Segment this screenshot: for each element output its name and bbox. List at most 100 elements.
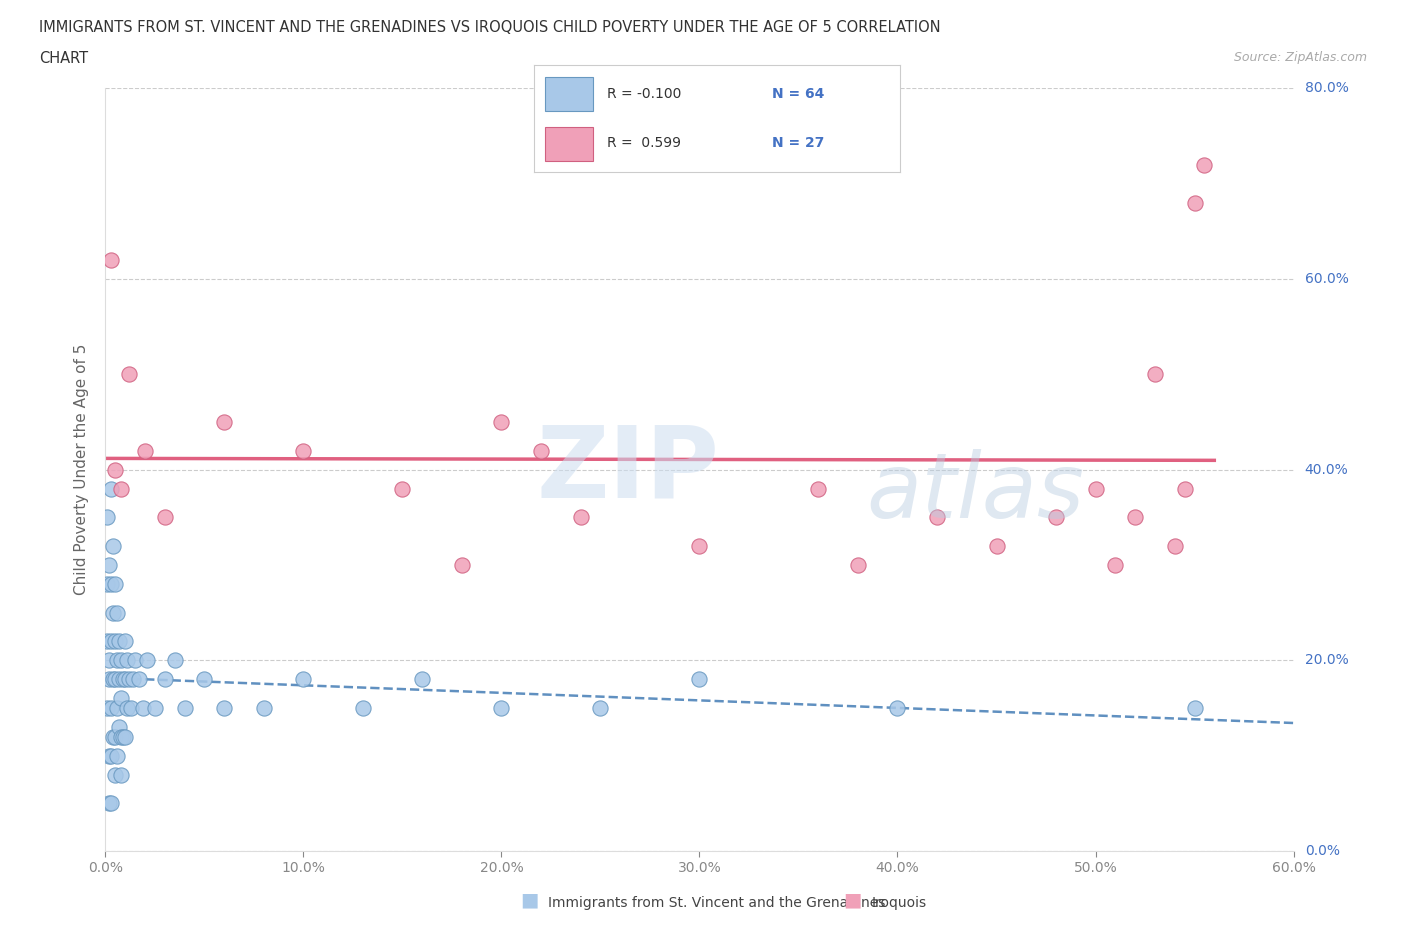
Text: Iroquois: Iroquois: [872, 896, 927, 910]
Point: [886, 700, 908, 715]
Text: ■: ■: [520, 891, 538, 910]
Point: [1123, 510, 1146, 525]
Point: [110, 482, 132, 497]
Point: [120, 700, 142, 715]
Point: [100, 253, 122, 268]
Point: [491, 415, 513, 430]
Point: [689, 538, 711, 553]
Point: [292, 444, 315, 458]
Point: [1184, 195, 1206, 210]
Text: IMMIGRANTS FROM ST. VINCENT AND THE GRENADINES VS IROQUOIS CHILD POVERTY UNDER T: IMMIGRANTS FROM ST. VINCENT AND THE GREN…: [39, 20, 941, 35]
Point: [103, 729, 125, 744]
Point: [104, 462, 127, 477]
Point: [114, 634, 136, 649]
Point: [103, 671, 125, 686]
Point: [589, 700, 612, 715]
Point: [104, 671, 127, 686]
Point: [108, 720, 131, 735]
Point: [530, 444, 553, 458]
Point: [1194, 157, 1216, 172]
Text: 80.0%: 80.0%: [1305, 81, 1348, 96]
Point: [110, 729, 132, 744]
Point: [104, 634, 127, 649]
Point: [98, 748, 121, 763]
Point: [136, 653, 159, 668]
Point: [846, 558, 869, 573]
Point: [1143, 367, 1166, 382]
Text: 20.0%: 20.0%: [1305, 653, 1348, 668]
Point: [100, 577, 122, 591]
Bar: [546, 127, 593, 162]
Text: R = -0.100: R = -0.100: [607, 87, 682, 101]
Point: [391, 482, 413, 497]
Point: [134, 444, 156, 458]
Text: N = 64: N = 64: [772, 87, 824, 101]
Point: [253, 700, 276, 715]
Point: [491, 700, 513, 715]
Point: [153, 510, 176, 525]
Point: [96, 577, 118, 591]
Point: [104, 729, 127, 744]
Point: [153, 671, 176, 686]
Point: [115, 653, 138, 668]
Text: ■: ■: [844, 891, 862, 910]
Point: [689, 671, 711, 686]
Point: [986, 538, 1008, 553]
Point: [115, 700, 138, 715]
Point: [132, 700, 155, 715]
Point: [108, 634, 131, 649]
Point: [98, 558, 121, 573]
Point: [114, 729, 136, 744]
Point: [104, 767, 127, 782]
Point: [173, 700, 195, 715]
Point: [103, 605, 125, 620]
Text: R =  0.599: R = 0.599: [607, 136, 682, 150]
Point: [110, 691, 132, 706]
Point: [1045, 510, 1067, 525]
Point: [100, 634, 122, 649]
Point: [1174, 482, 1197, 497]
Point: [118, 671, 141, 686]
Text: 40.0%: 40.0%: [1305, 462, 1348, 477]
Point: [104, 577, 127, 591]
Text: 0.0%: 0.0%: [1305, 844, 1340, 858]
Point: [1104, 558, 1126, 573]
Point: [105, 605, 128, 620]
Point: [450, 558, 472, 573]
Point: [352, 700, 374, 715]
Point: [110, 653, 132, 668]
Point: [100, 748, 122, 763]
Point: [98, 671, 121, 686]
Point: [214, 700, 236, 715]
Point: [98, 796, 121, 811]
Point: [98, 653, 121, 668]
Point: [96, 700, 118, 715]
Point: [411, 671, 433, 686]
Y-axis label: Child Poverty Under the Age of 5: Child Poverty Under the Age of 5: [75, 344, 90, 595]
Text: N = 27: N = 27: [772, 136, 824, 150]
Text: atlas: atlas: [866, 448, 1084, 537]
Point: [105, 700, 128, 715]
Point: [96, 634, 118, 649]
Point: [807, 482, 830, 497]
Text: ZIP: ZIP: [537, 421, 720, 518]
Point: [118, 367, 141, 382]
Point: [143, 700, 166, 715]
Point: [1184, 700, 1206, 715]
Point: [100, 482, 122, 497]
Point: [122, 671, 145, 686]
Point: [100, 796, 122, 811]
Point: [214, 415, 236, 430]
Point: [114, 671, 136, 686]
Text: Immigrants from St. Vincent and the Grenadines: Immigrants from St. Vincent and the Gren…: [548, 896, 886, 910]
Bar: [546, 77, 593, 111]
Point: [1084, 482, 1107, 497]
Point: [128, 671, 150, 686]
Text: CHART: CHART: [39, 51, 89, 66]
Point: [105, 748, 128, 763]
Point: [96, 510, 118, 525]
Point: [112, 671, 135, 686]
Point: [163, 653, 186, 668]
Point: [105, 653, 128, 668]
Point: [124, 653, 146, 668]
